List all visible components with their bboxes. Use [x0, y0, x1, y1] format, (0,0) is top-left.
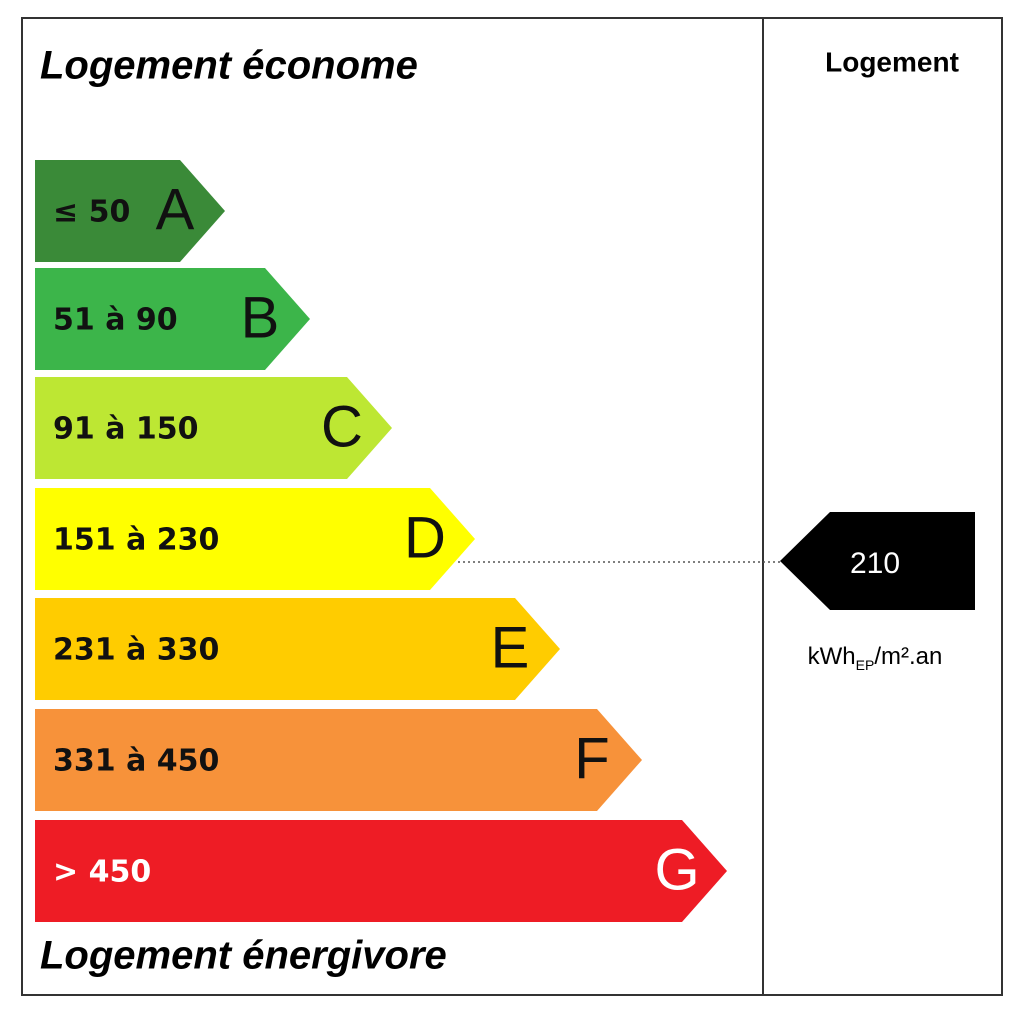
class-letter: G	[654, 837, 699, 902]
class-bars: ≤ 50 A 51 à 90 B 91 à 150 C 151 à 230 D 231 à 33…	[35, 160, 727, 922]
indicator-value: 210	[850, 547, 900, 580]
class-bar	[35, 488, 475, 590]
class-range: 151 à 230	[53, 523, 219, 558]
class-range: > 450	[53, 855, 151, 890]
header-title: Logement économe	[40, 44, 418, 88]
class-bar	[35, 268, 310, 370]
class-letter: D	[404, 505, 446, 570]
class-letter: F	[574, 726, 609, 791]
class-bar	[35, 820, 727, 922]
class-bar	[35, 377, 392, 479]
class-letter: A	[156, 177, 195, 242]
unit-main: kWh	[808, 643, 856, 670]
class-range: 231 à 330	[53, 633, 219, 668]
unit-rest: /m².an	[874, 643, 942, 670]
footer-title: Logement énergivore	[40, 934, 447, 978]
class-bar	[35, 709, 642, 811]
class-range: 331 à 450	[53, 744, 219, 779]
column-title: Logement	[825, 46, 959, 77]
class-bar	[35, 598, 560, 700]
class-range: 51 à 90	[53, 303, 178, 338]
class-bar	[35, 160, 225, 262]
unit-sub: EP	[856, 657, 875, 673]
class-letter: C	[321, 394, 363, 459]
indicator-unit: kWhEP/m².an	[808, 643, 943, 672]
class-letter: B	[241, 285, 280, 350]
class-range: 91 à 150	[53, 412, 199, 447]
class-range: ≤ 50	[53, 195, 130, 230]
indicator-arrow	[780, 512, 975, 610]
class-letter: E	[491, 615, 530, 680]
frame	[21, 17, 1003, 996]
